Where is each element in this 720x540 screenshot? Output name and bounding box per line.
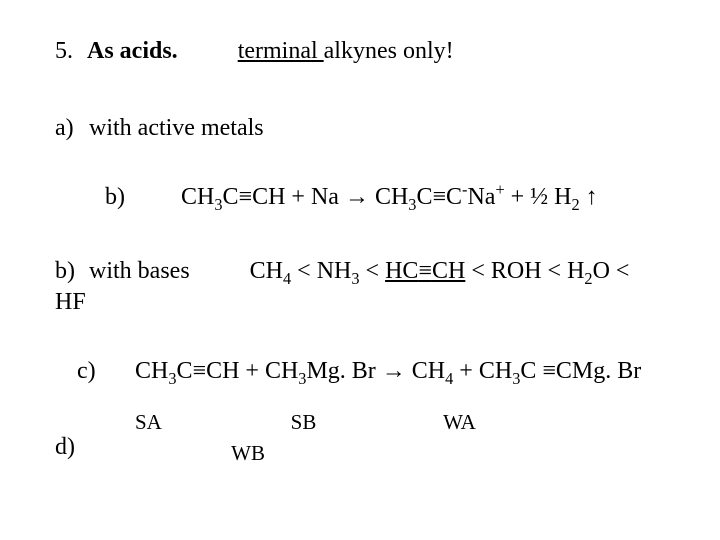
eq2-product: CH3C ≡CMg. Br [479,358,641,384]
eq-arrow: → [345,184,375,210]
eq-na: Na [311,184,339,210]
item-c-letter: c) [77,356,105,387]
label-wb: WB [135,440,265,467]
item-d-row: SA SB WA WB [55,407,665,469]
eq-plus: + [291,184,311,210]
eq2-plus: + [245,358,265,384]
note-rest: alkynes only! [324,38,454,64]
eq-plus2: + ½ H [511,184,572,210]
eq-lhs: CH3C≡CH [181,184,291,210]
label-wa: WA [387,409,532,436]
item-b-letter: b) [105,182,133,213]
item-b2-label: with bases [89,258,190,284]
item-b-bases-row: b) with bases CH4 < NH3 < HC≡CH < ROH < … [55,256,665,318]
item-a-letter: a) [55,113,83,144]
eq2-arrow: → [382,358,412,384]
heading-text: As acids. [87,38,178,64]
heading-row: 5. As acids. terminal alkynes only! [55,36,665,67]
eq2-plus2: + [459,358,479,384]
eq2-lhs: CH3C≡CH [135,358,245,384]
item-number: 5. [55,36,81,67]
label-sa: SA [135,409,220,436]
item-c-row: c) CH3C≡CH + CH3Mg. Br → CH4 + CH3C ≡CMg… [55,356,665,387]
item-b2-letter: b) [55,256,83,287]
note-underlined: terminal [238,38,324,64]
eq-rhs: CH3C≡C-Na+ [375,184,511,210]
eq2-grignard: CH3Mg. Br [265,358,382,384]
item-a-row: a) with active metals [55,113,665,144]
item-a-text: with active metals [89,115,264,141]
label-sb: SB [226,409,381,436]
eq-uparrow: ↑ [586,184,598,210]
item-b-equation-row: b) CH3C≡CH + Na → CH3C≡C-Na+ + ½ H2 ↑ [55,182,665,213]
eq2-ch4: CH4 [412,358,460,384]
item-d-letter: d) [55,432,75,463]
